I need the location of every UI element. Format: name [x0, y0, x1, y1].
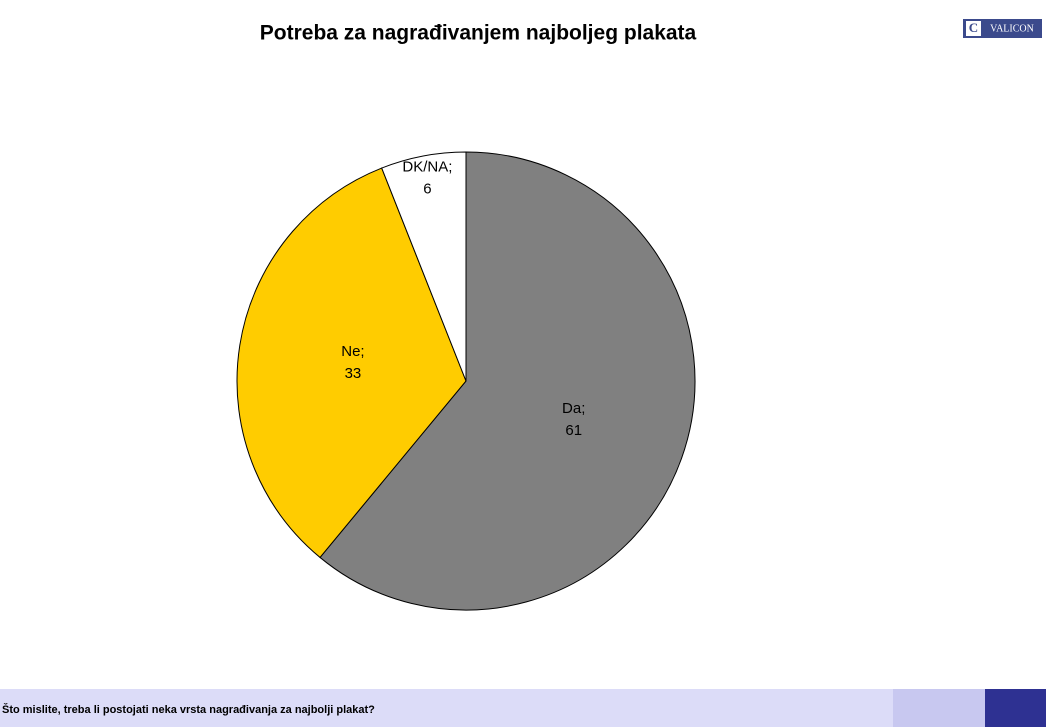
footer-block-dark — [985, 689, 1046, 727]
logo-box — [963, 19, 1042, 38]
pie-slice — [319, 151, 696, 611]
logo-text: VALICON — [990, 23, 1034, 34]
logo-icon — [966, 21, 981, 36]
slice-value-label: 61 — [565, 422, 582, 439]
slice-category-label: DK/NA; — [402, 159, 452, 176]
pie-slice — [236, 167, 467, 559]
pie: Da; 61 Ne; 33 DK/NA; 6 — [236, 151, 696, 611]
slice-category-label: Da; — [562, 400, 585, 417]
slice-category-label: Ne; — [341, 343, 364, 360]
footer-bar — [0, 689, 893, 727]
slice-value-label: 6 — [423, 181, 431, 198]
logo-icon-letter: C — [969, 20, 978, 35]
footer-block — [893, 689, 985, 727]
slice-value-label: 33 — [345, 365, 362, 382]
logo: C VALICON — [963, 19, 1042, 38]
chart-title: Potreba za nagrađivanjem najboljeg plaka… — [260, 22, 697, 45]
pie-slice — [381, 151, 467, 382]
question-text: Što mislite, treba li postojati neka vrs… — [2, 703, 375, 716]
